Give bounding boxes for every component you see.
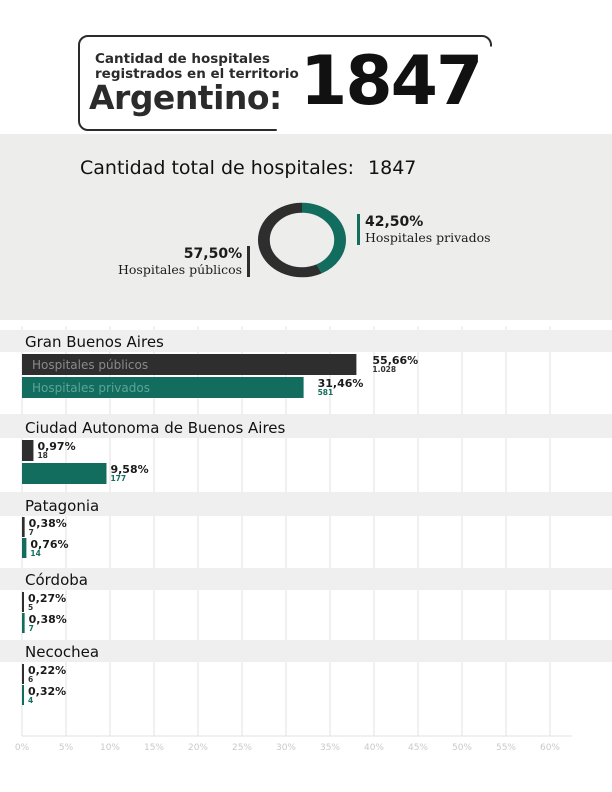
x-tick-label: 55% (496, 743, 516, 753)
header-total: 1847 (300, 42, 483, 121)
public-label: Hospitales públicos (118, 262, 243, 277)
header-subtitle-big: Argentino: (89, 78, 282, 117)
region-title: Ciudad Autonoma de Buenos Aires (25, 419, 286, 437)
x-tick-label: 25% (232, 743, 252, 753)
region-title: Patagonia (25, 497, 99, 515)
bar-count-label: 1.028 (372, 365, 396, 374)
region-title: Gran Buenos Aires (25, 333, 164, 351)
donut-chart (257, 202, 347, 278)
x-tick-label: 20% (188, 743, 208, 753)
region-title: Córdoba (25, 571, 88, 589)
region-title: Necochea (25, 643, 99, 661)
x-tick-label: 45% (408, 743, 428, 753)
bar-pct-label: 31,46% (318, 377, 364, 390)
bar-count-label: 18 (37, 451, 47, 460)
bar-public (22, 664, 24, 684)
private-label: Hospitales privados (365, 230, 491, 245)
region-band (0, 640, 612, 662)
private-legend: 42,50% Hospitales privados (357, 214, 491, 245)
bar-pct-label: 55,66% (372, 354, 418, 367)
bar-count-label: 5 (28, 603, 33, 612)
summary-title-text: Cantidad total de hospitales: (80, 157, 355, 179)
public-pct: 57,50% (183, 246, 243, 262)
bar-count-label: 177 (110, 474, 126, 483)
x-tick-label: 30% (276, 743, 296, 753)
x-tick-label: 15% (144, 743, 164, 753)
x-tick-label: 50% (452, 743, 472, 753)
bar-private (22, 613, 25, 633)
region-band (0, 492, 612, 516)
x-tick-label: 35% (320, 743, 340, 753)
bar-count-label: 581 (318, 388, 334, 397)
bar-count-label: 4 (28, 696, 33, 705)
bar-pct-label: 0,22% (28, 664, 66, 677)
bar-count-label: 6 (28, 675, 33, 684)
bar-count-label: 7 (29, 624, 34, 633)
private-pct: 42,50% (365, 214, 424, 230)
bar-private (22, 463, 107, 484)
bar-public (22, 354, 357, 375)
region-band (0, 414, 612, 438)
header-subtitle-line2: registrados en el territorio (95, 66, 299, 82)
x-tick-label: 0% (15, 743, 30, 753)
header-subtitle-line1: Cantidad de hospitales (95, 51, 270, 67)
region-band (0, 568, 612, 590)
bar-pct-label: 9,58% (110, 463, 148, 476)
x-tick-label: 10% (100, 743, 120, 753)
bar-public (22, 440, 34, 461)
bar-pct-label: 0,97% (37, 440, 75, 453)
x-tick-label: 60% (540, 743, 560, 753)
bar-pct-label: 0,27% (28, 592, 66, 605)
bar-pct-label: 0,38% (29, 517, 67, 530)
x-tick-label: 40% (364, 743, 384, 753)
x-tick-label: 5% (59, 743, 74, 753)
region-band (0, 330, 612, 352)
bar-private (22, 685, 24, 705)
series-legend-label: Hospitales públicos (32, 358, 148, 372)
bar-private (22, 377, 304, 398)
donut-slice-public (257, 202, 347, 278)
bar-pct-label: 0,76% (30, 538, 68, 551)
summary-panel (0, 134, 612, 320)
summary-title: Cantidad total de hospitales: 1847 (80, 157, 430, 179)
bar-pct-label: 0,32% (28, 685, 66, 698)
bar-public (22, 517, 25, 537)
series-legend-label: Hospitales privados (32, 381, 150, 395)
bar-count-label: 7 (29, 528, 34, 537)
header-subtitle: Cantidad de hospitales registrados en el… (95, 52, 310, 82)
bar-count-label: 14 (30, 549, 40, 558)
summary-total: 1847 (368, 157, 417, 179)
bar-private (22, 538, 27, 558)
bar-pct-label: 0,38% (29, 613, 67, 626)
public-legend: 57,50% Hospitales públicos (118, 246, 251, 277)
bar-public (22, 592, 24, 612)
